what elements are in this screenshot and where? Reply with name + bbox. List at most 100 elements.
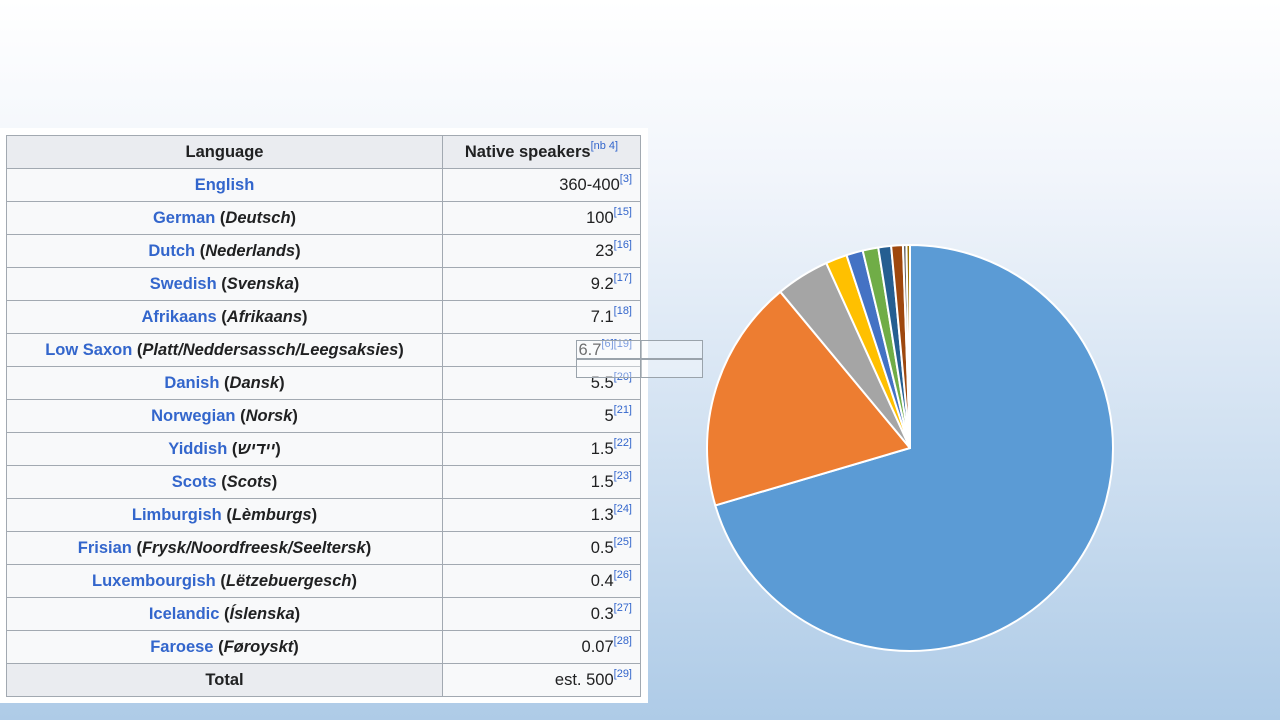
table-panel: Language Native speakers[nb 4] English 36…: [0, 128, 648, 703]
language-cell: Afrikaans (Afrikaans): [6, 300, 443, 334]
native-name: Deutsch: [225, 208, 291, 227]
table-row: Dutch (Nederlands) 23[16]: [6, 234, 641, 268]
language-link[interactable]: Low Saxon: [45, 340, 133, 359]
speakers-cell: 1.5[22]: [442, 432, 641, 466]
native-name: Dansk: [229, 373, 280, 392]
native-name: Norsk: [245, 406, 293, 425]
pie-slice-german: [706, 290, 911, 507]
reference-link[interactable]: [24]: [613, 503, 632, 515]
language-cell: Norwegian (Norsk): [6, 399, 443, 433]
language-link[interactable]: Danish: [164, 373, 220, 392]
language-link[interactable]: Norwegian: [151, 406, 236, 425]
reference-link[interactable]: [26]: [613, 569, 632, 581]
speakers-cell: 9.2[17]: [442, 267, 641, 301]
table-caption-cut: [0, 128, 648, 134]
language-link[interactable]: Yiddish: [168, 439, 228, 458]
speakers-value: 100: [586, 208, 614, 227]
reference-link[interactable]: [21]: [613, 404, 632, 416]
speakers-value: 1.3: [590, 505, 614, 524]
speakers-value: 0.3: [590, 604, 614, 623]
speakers-cell: 360-400[3]: [442, 168, 641, 202]
language-cell: Low Saxon (Platt/Neddersassch/Leegsaksie…: [6, 333, 443, 367]
reference-link[interactable]: [3]: [619, 173, 632, 185]
header-speakers-label: Native speakers: [464, 142, 591, 161]
table-row: Faroese (Føroyskt) 0.07[28]: [6, 630, 641, 664]
table-row: Danish (Dansk) 5.5[20]: [6, 366, 641, 400]
total-label-text: Total: [205, 670, 244, 689]
speakers-cell: 7.1[18]: [442, 300, 641, 334]
table-row: Afrikaans (Afrikaans) 7.1[18]: [6, 300, 641, 334]
native-name: Scots: [226, 472, 272, 491]
speakers-value: 1.5: [590, 439, 614, 458]
pie-slice-english: [714, 244, 1114, 652]
language-cell: Scots (Scots): [6, 465, 443, 499]
reference-link[interactable]: [22]: [613, 437, 632, 449]
speakers-value: 7.1: [590, 307, 614, 326]
speakers-cell: 23[16]: [442, 234, 641, 268]
table-row: Scots (Scots) 1.5[23]: [6, 465, 641, 499]
reference-link[interactable]: [28]: [613, 635, 632, 647]
language-link[interactable]: Faroese: [150, 637, 214, 656]
total-value: est. 500[29]: [442, 663, 641, 697]
table-row: English 360-400[3]: [6, 168, 641, 202]
language-cell: Yiddish (יידיש): [6, 432, 443, 466]
pie-chart: [706, 243, 1114, 652]
table-total-row: Total est. 500[29]: [6, 663, 641, 697]
speakers-cell: 1.5[23]: [442, 465, 641, 499]
table-row: Luxembourgish (Lëtzebuergesch) 0.4[26]: [6, 564, 641, 598]
language-cell: Limburgish (Lèmburgs): [6, 498, 443, 532]
header-language: Language: [6, 135, 443, 169]
reference-link[interactable]: [27]: [613, 602, 632, 614]
header-native-speakers: Native speakers[nb 4]: [442, 135, 641, 169]
language-link[interactable]: Limburgish: [131, 505, 222, 524]
pie-slice-scots: [905, 243, 911, 449]
language-link[interactable]: Swedish: [149, 274, 217, 293]
reference-link[interactable]: [6][19]: [601, 338, 632, 350]
native-name: Lëtzebuergesch: [225, 571, 352, 590]
language-cell: Faroese (Føroyskt): [6, 630, 443, 664]
header-language-label: Language: [185, 142, 264, 161]
language-cell: Dutch (Nederlands): [6, 234, 443, 268]
table-row: Swedish (Svenska) 9.2[17]: [6, 267, 641, 301]
total-value-text: est. 500: [554, 670, 614, 689]
speakers-value: 5.5: [590, 373, 614, 392]
language-link[interactable]: Frisian: [77, 538, 132, 557]
total-ref[interactable]: [29]: [613, 668, 632, 680]
reference-link[interactable]: [16]: [613, 239, 632, 251]
language-link[interactable]: English: [194, 175, 255, 194]
language-cell: Icelandic (Íslenska): [6, 597, 443, 631]
total-label: Total: [6, 663, 443, 697]
language-link[interactable]: Scots: [171, 472, 217, 491]
table-row: Frisian (Frysk/Noordfreesk/Seeltersk) 0.5…: [6, 531, 641, 565]
reference-link[interactable]: [23]: [613, 470, 632, 482]
language-cell: Danish (Dansk): [6, 366, 443, 400]
native-name: Platt/Neddersassch/Leegsaksies: [142, 340, 399, 359]
speakers-cell: 0.3[27]: [442, 597, 641, 631]
native-name: Íslenska: [229, 604, 295, 623]
table-row: Limburgish (Lèmburgs) 1.3[24]: [6, 498, 641, 532]
header-speakers-ref[interactable]: [nb 4]: [590, 140, 619, 152]
reference-link[interactable]: [17]: [613, 272, 632, 284]
native-name: Svenska: [226, 274, 294, 293]
language-cell: German (Deutsch): [6, 201, 443, 235]
language-link[interactable]: Luxembourgish: [92, 571, 216, 590]
table-row: Norwegian (Norsk) 5[21]: [6, 399, 641, 433]
language-link[interactable]: Dutch: [148, 241, 196, 260]
speakers-value: 0.4: [590, 571, 614, 590]
reference-link[interactable]: [18]: [613, 305, 632, 317]
table-row: Low Saxon (Platt/Neddersassch/Leegsaksie…: [6, 333, 641, 367]
reference-link[interactable]: [25]: [613, 536, 632, 548]
floating-box-1: [576, 340, 642, 359]
language-cell: Frisian (Frysk/Noordfreesk/Seeltersk): [6, 531, 443, 565]
reference-link[interactable]: [15]: [613, 206, 632, 218]
speakers-value: 9.2: [590, 274, 614, 293]
native-name: Føroyskt: [223, 637, 294, 656]
speakers-cell: 5[21]: [442, 399, 641, 433]
language-link[interactable]: Icelandic: [148, 604, 220, 623]
speakers-cell: 0.07[28]: [442, 630, 641, 664]
speakers-value: 1.5: [590, 472, 614, 491]
language-link[interactable]: Afrikaans: [141, 307, 217, 326]
language-cell: English: [6, 168, 443, 202]
speakers-cell: 6.7[6][19]: [442, 333, 641, 367]
language-link[interactable]: German: [152, 208, 216, 227]
